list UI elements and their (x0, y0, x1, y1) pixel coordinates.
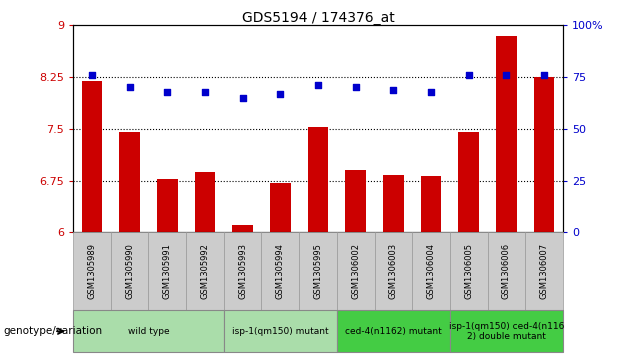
Point (388, 87, 398, 93)
Point (501, 72, 511, 78)
Text: GSM1305995: GSM1305995 (314, 244, 322, 299)
Bar (383, 175, 404, 232)
Bar (534, 77, 555, 232)
Point (313, 82, 323, 88)
Bar (195, 172, 216, 232)
Point (464, 72, 474, 78)
Text: GSM1305990: GSM1305990 (125, 244, 134, 299)
Point (275, 91, 286, 97)
Text: GSM1306005: GSM1306005 (464, 243, 473, 299)
Bar (81, 81, 102, 232)
Text: GSM1305991: GSM1305991 (163, 244, 172, 299)
Text: genotype/variation: genotype/variation (3, 326, 102, 336)
Text: isp-1(qm150) mutant: isp-1(qm150) mutant (232, 327, 329, 336)
Bar (345, 170, 366, 232)
Text: wild type: wild type (128, 327, 169, 336)
Point (87, 72, 97, 78)
Point (238, 95, 248, 101)
Text: GSM1306002: GSM1306002 (351, 243, 360, 299)
Point (539, 72, 549, 78)
Point (162, 89, 172, 94)
Point (200, 89, 210, 94)
Point (125, 85, 135, 90)
Point (350, 85, 361, 90)
Bar (270, 183, 291, 232)
Text: GSM1306007: GSM1306007 (539, 243, 548, 299)
Text: GSM1305993: GSM1305993 (238, 243, 247, 299)
Text: GSM1306004: GSM1306004 (427, 243, 436, 299)
Text: GSM1305994: GSM1305994 (276, 244, 285, 299)
Bar (420, 176, 441, 232)
Text: isp-1(qm150) ced-4(n116
2) double mutant: isp-1(qm150) ced-4(n116 2) double mutant (448, 322, 564, 341)
Text: GSM1305989: GSM1305989 (88, 243, 97, 299)
Text: ced-4(n1162) mutant: ced-4(n1162) mutant (345, 327, 442, 336)
Bar (496, 36, 516, 232)
Text: GSM1306003: GSM1306003 (389, 243, 398, 299)
Bar (308, 127, 328, 232)
Bar (120, 132, 140, 232)
Bar (232, 225, 253, 232)
Point (426, 89, 436, 94)
Bar (157, 179, 177, 232)
Text: GSM1305992: GSM1305992 (200, 244, 209, 299)
Text: GSM1306006: GSM1306006 (502, 243, 511, 299)
Text: GDS5194 / 174376_at: GDS5194 / 174376_at (242, 11, 394, 25)
Bar (459, 132, 479, 232)
